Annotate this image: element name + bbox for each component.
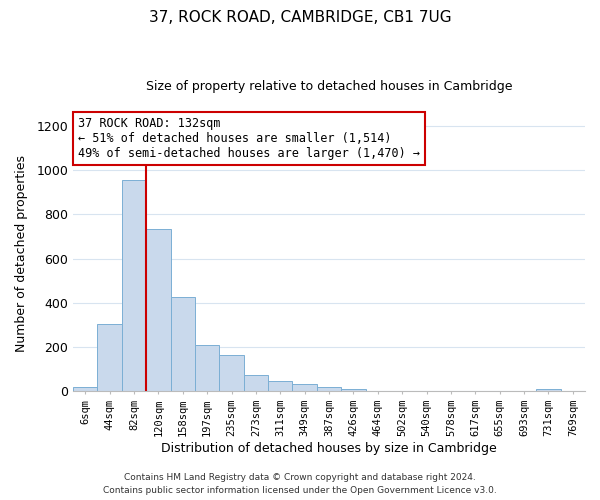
- Y-axis label: Number of detached properties: Number of detached properties: [15, 154, 28, 352]
- Bar: [341, 389, 365, 392]
- Bar: [73, 387, 97, 392]
- Bar: [536, 389, 560, 392]
- Bar: [220, 355, 244, 392]
- Text: 37 ROCK ROAD: 132sqm
← 51% of detached houses are smaller (1,514)
49% of semi-de: 37 ROCK ROAD: 132sqm ← 51% of detached h…: [78, 117, 420, 160]
- Title: Size of property relative to detached houses in Cambridge: Size of property relative to detached ho…: [146, 80, 512, 93]
- Text: Contains HM Land Registry data © Crown copyright and database right 2024.
Contai: Contains HM Land Registry data © Crown c…: [103, 473, 497, 495]
- Bar: [268, 380, 292, 392]
- Bar: [317, 387, 341, 392]
- Bar: [170, 298, 195, 392]
- Bar: [122, 180, 146, 392]
- Bar: [146, 229, 170, 392]
- Bar: [97, 324, 122, 392]
- X-axis label: Distribution of detached houses by size in Cambridge: Distribution of detached houses by size …: [161, 442, 497, 455]
- Text: 37, ROCK ROAD, CAMBRIDGE, CB1 7UG: 37, ROCK ROAD, CAMBRIDGE, CB1 7UG: [149, 10, 451, 25]
- Bar: [292, 384, 317, 392]
- Bar: [195, 345, 220, 392]
- Bar: [244, 375, 268, 392]
